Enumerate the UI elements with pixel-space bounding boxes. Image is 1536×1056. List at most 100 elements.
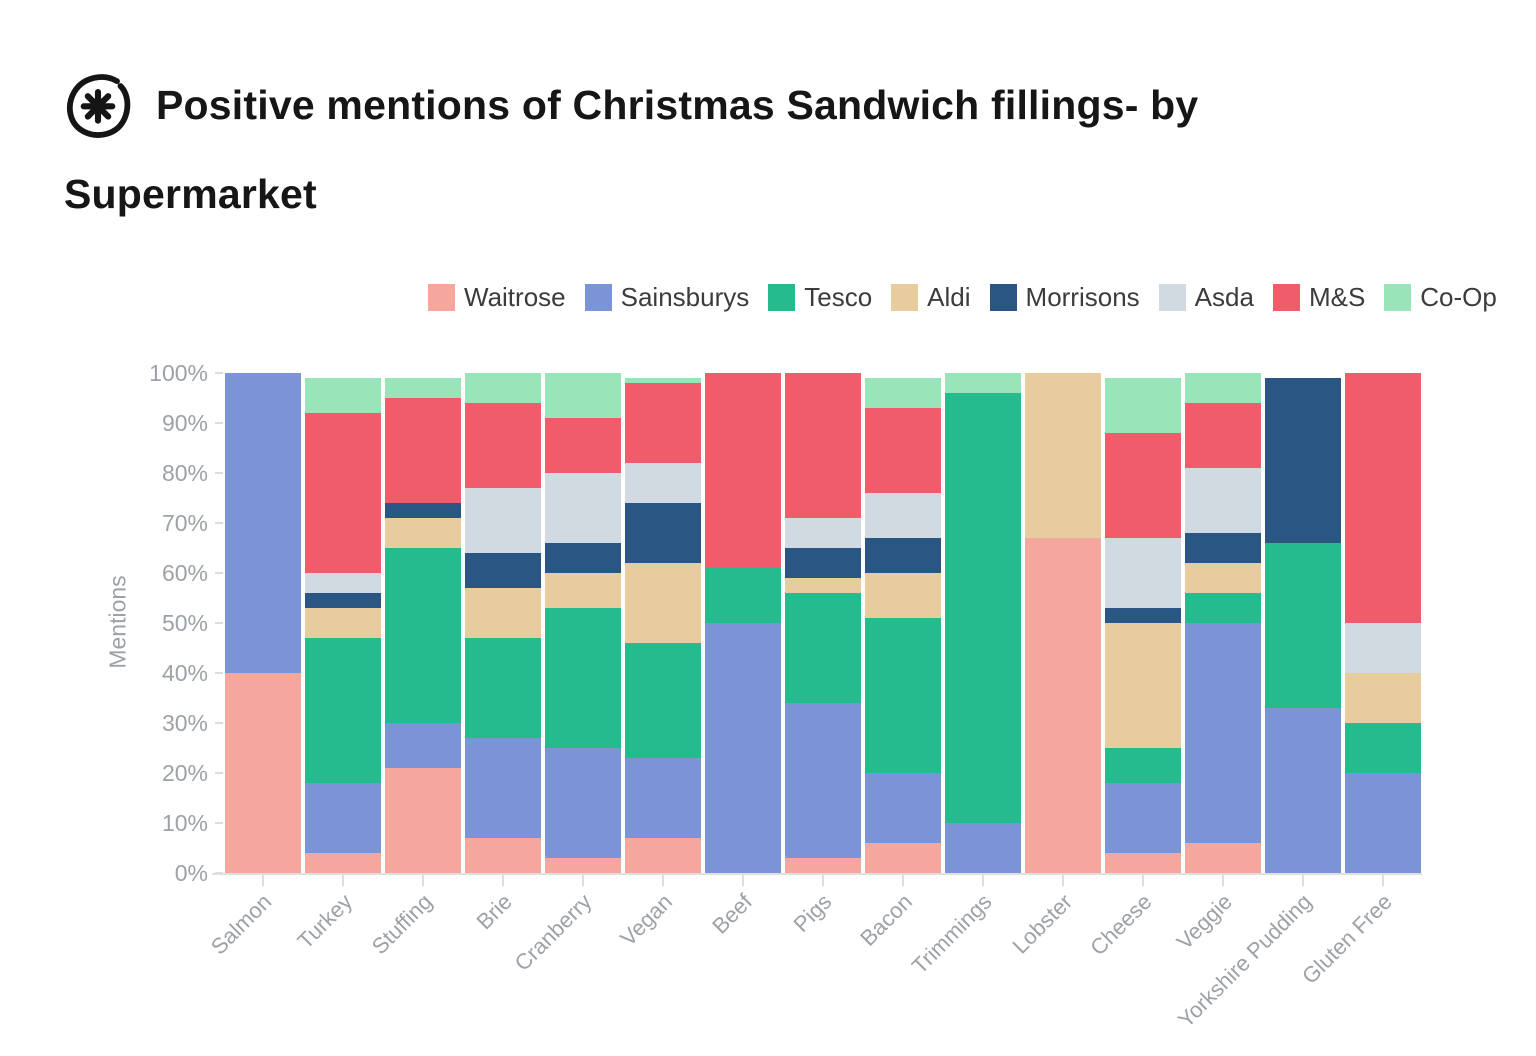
segment-turkey-tesco[interactable] bbox=[305, 638, 381, 783]
segment-lobster-waitrose[interactable] bbox=[1025, 538, 1101, 873]
segment-cranberry-sainsburys[interactable] bbox=[545, 748, 621, 858]
segment-bacon-tesco[interactable] bbox=[865, 618, 941, 773]
segment-vegan-sainsburys[interactable] bbox=[625, 758, 701, 838]
segment-turkey-co-op[interactable] bbox=[305, 378, 381, 413]
segment-cranberry-tesco[interactable] bbox=[545, 608, 621, 748]
segment-bacon-aldi[interactable] bbox=[865, 573, 941, 618]
segment-stuffing-co-op[interactable] bbox=[385, 378, 461, 398]
segment-brie-co-op[interactable] bbox=[465, 373, 541, 403]
segment-stuffing-m-s[interactable] bbox=[385, 398, 461, 503]
segment-turkey-m-s[interactable] bbox=[305, 413, 381, 573]
segment-brie-sainsburys[interactable] bbox=[465, 738, 541, 838]
segment-stuffing-tesco[interactable] bbox=[385, 548, 461, 723]
segment-turkey-morrisons[interactable] bbox=[305, 593, 381, 608]
segment-salmon-sainsburys[interactable] bbox=[225, 373, 301, 673]
segment-bacon-m-s[interactable] bbox=[865, 408, 941, 493]
segment-veggie-asda[interactable] bbox=[1185, 468, 1261, 533]
segment-cheese-aldi[interactable] bbox=[1105, 623, 1181, 748]
legend-item-asda[interactable]: Asda bbox=[1158, 282, 1254, 313]
segment-brie-aldi[interactable] bbox=[465, 588, 541, 638]
segment-gluten-free-m-s[interactable] bbox=[1345, 373, 1421, 623]
segment-cranberry-m-s[interactable] bbox=[545, 418, 621, 473]
segment-turkey-waitrose[interactable] bbox=[305, 853, 381, 873]
y-tick-label-10: 10% bbox=[161, 810, 208, 836]
segment-stuffing-sainsburys[interactable] bbox=[385, 723, 461, 768]
segment-lobster-aldi[interactable] bbox=[1025, 373, 1101, 538]
segment-cheese-waitrose[interactable] bbox=[1105, 853, 1181, 873]
segment-cheese-asda[interactable] bbox=[1105, 538, 1181, 608]
legend-item-tesco[interactable]: Tesco bbox=[768, 282, 872, 313]
segment-brie-m-s[interactable] bbox=[465, 403, 541, 488]
segment-vegan-morrisons[interactable] bbox=[625, 503, 701, 563]
legend-item-sainsburys[interactable]: Sainsburys bbox=[584, 282, 749, 313]
legend-item-co-op[interactable]: Co-Op bbox=[1384, 282, 1497, 313]
segment-bacon-co-op[interactable] bbox=[865, 378, 941, 408]
segment-cheese-morrisons[interactable] bbox=[1105, 608, 1181, 623]
segment-cranberry-waitrose[interactable] bbox=[545, 858, 621, 873]
segment-brie-asda[interactable] bbox=[465, 488, 541, 553]
segment-trimmings-sainsburys[interactable] bbox=[945, 823, 1021, 873]
segment-vegan-asda[interactable] bbox=[625, 463, 701, 503]
segment-salmon-waitrose[interactable] bbox=[225, 673, 301, 873]
segment-vegan-co-op[interactable] bbox=[625, 378, 701, 383]
segment-stuffing-morrisons[interactable] bbox=[385, 503, 461, 518]
segment-veggie-morrisons[interactable] bbox=[1185, 533, 1261, 563]
legend-item-morrisons[interactable]: Morrisons bbox=[989, 282, 1140, 313]
segment-cheese-tesco[interactable] bbox=[1105, 748, 1181, 783]
segment-veggie-co-op[interactable] bbox=[1185, 373, 1261, 403]
legend-item-m-s[interactable]: M&S bbox=[1272, 282, 1365, 313]
segment-pigs-tesco[interactable] bbox=[785, 593, 861, 703]
segment-stuffing-aldi[interactable] bbox=[385, 518, 461, 548]
segment-gluten-free-tesco[interactable] bbox=[1345, 723, 1421, 773]
segment-veggie-sainsburys[interactable] bbox=[1185, 623, 1261, 843]
segment-brie-waitrose[interactable] bbox=[465, 838, 541, 873]
y-tick-mark-50 bbox=[215, 622, 223, 624]
segment-gluten-free-aldi[interactable] bbox=[1345, 673, 1421, 723]
segment-bacon-morrisons[interactable] bbox=[865, 538, 941, 573]
segment-gluten-free-asda[interactable] bbox=[1345, 623, 1421, 673]
segment-veggie-aldi[interactable] bbox=[1185, 563, 1261, 593]
segment-veggie-m-s[interactable] bbox=[1185, 403, 1261, 468]
segment-cranberry-co-op[interactable] bbox=[545, 373, 621, 418]
segment-pigs-aldi[interactable] bbox=[785, 578, 861, 593]
segment-trimmings-co-op[interactable] bbox=[945, 373, 1021, 393]
segment-gluten-free-sainsburys[interactable] bbox=[1345, 773, 1421, 873]
segment-pigs-morrisons[interactable] bbox=[785, 548, 861, 578]
segment-cheese-m-s[interactable] bbox=[1105, 433, 1181, 538]
segment-brie-tesco[interactable] bbox=[465, 638, 541, 738]
segment-cranberry-aldi[interactable] bbox=[545, 573, 621, 608]
segment-pigs-asda[interactable] bbox=[785, 518, 861, 548]
segment-veggie-waitrose[interactable] bbox=[1185, 843, 1261, 873]
segment-yorkshire-pudding-tesco[interactable] bbox=[1265, 543, 1341, 708]
segment-pigs-sainsburys[interactable] bbox=[785, 703, 861, 858]
segment-veggie-tesco[interactable] bbox=[1185, 593, 1261, 623]
segment-brie-morrisons[interactable] bbox=[465, 553, 541, 588]
legend-item-aldi[interactable]: Aldi bbox=[891, 282, 971, 313]
segment-vegan-aldi[interactable] bbox=[625, 563, 701, 643]
segment-vegan-tesco[interactable] bbox=[625, 643, 701, 758]
legend-item-waitrose[interactable]: Waitrose bbox=[428, 282, 566, 313]
segment-yorkshire-pudding-morrisons[interactable] bbox=[1265, 378, 1341, 543]
segment-cheese-co-op[interactable] bbox=[1105, 378, 1181, 433]
segment-bacon-waitrose[interactable] bbox=[865, 843, 941, 873]
segment-cheese-sainsburys[interactable] bbox=[1105, 783, 1181, 853]
segment-vegan-m-s[interactable] bbox=[625, 383, 701, 463]
segment-vegan-waitrose[interactable] bbox=[625, 838, 701, 873]
segment-cranberry-asda[interactable] bbox=[545, 473, 621, 543]
bar-gluten-free bbox=[1345, 373, 1421, 873]
segment-cranberry-morrisons[interactable] bbox=[545, 543, 621, 573]
segment-turkey-sainsburys[interactable] bbox=[305, 783, 381, 853]
segment-beef-m-s[interactable] bbox=[705, 373, 781, 568]
segment-pigs-waitrose[interactable] bbox=[785, 858, 861, 873]
segment-bacon-asda[interactable] bbox=[865, 493, 941, 538]
segment-pigs-m-s[interactable] bbox=[785, 373, 861, 518]
bar-lobster bbox=[1025, 373, 1101, 873]
segment-bacon-sainsburys[interactable] bbox=[865, 773, 941, 843]
segment-beef-sainsburys[interactable] bbox=[705, 623, 781, 873]
segment-stuffing-waitrose[interactable] bbox=[385, 768, 461, 873]
segment-trimmings-tesco[interactable] bbox=[945, 393, 1021, 823]
segment-yorkshire-pudding-sainsburys[interactable] bbox=[1265, 708, 1341, 873]
segment-turkey-aldi[interactable] bbox=[305, 608, 381, 638]
segment-turkey-asda[interactable] bbox=[305, 573, 381, 593]
segment-beef-tesco[interactable] bbox=[705, 568, 781, 623]
